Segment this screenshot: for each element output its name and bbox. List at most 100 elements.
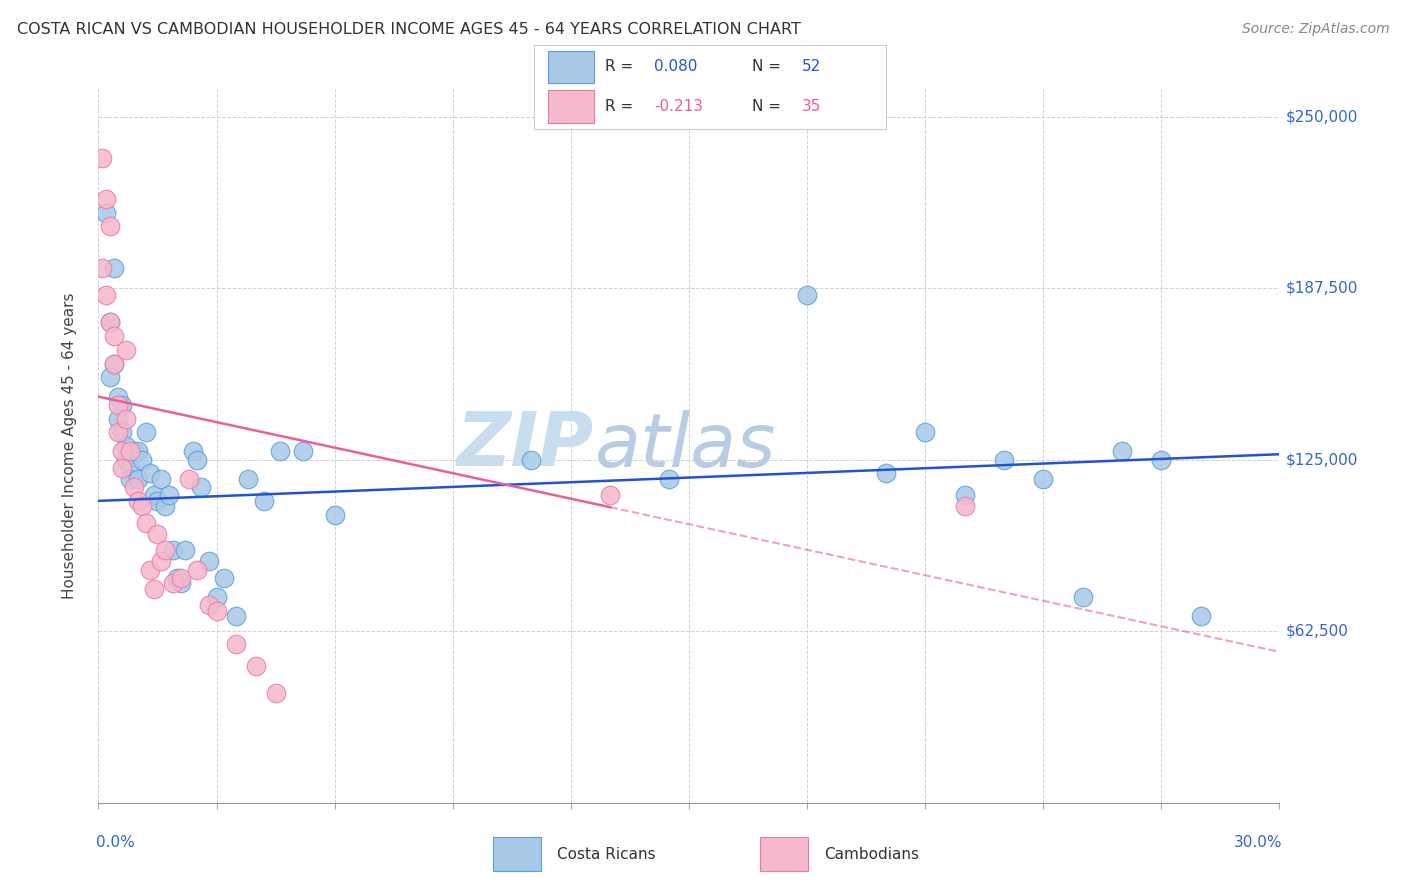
Point: [174, 543, 197, 558]
Point: [875, 467, 897, 481]
Text: N =: N =: [752, 99, 786, 114]
Point: [269, 444, 291, 458]
Point: [98, 316, 121, 330]
Point: [166, 571, 188, 585]
Point: [103, 357, 125, 371]
Point: [115, 452, 138, 467]
Text: R =: R =: [605, 59, 638, 74]
Text: N =: N =: [752, 59, 786, 74]
Text: $125,000: $125,000: [1285, 452, 1358, 467]
Point: [150, 554, 173, 568]
Point: [96, 192, 118, 206]
Point: [107, 390, 129, 404]
Point: [1071, 590, 1094, 604]
Point: [111, 398, 134, 412]
Text: $187,500: $187,500: [1285, 281, 1358, 295]
Point: [292, 444, 315, 458]
Point: [186, 452, 208, 467]
Point: [96, 205, 118, 219]
Point: [107, 398, 129, 412]
Point: [127, 494, 149, 508]
Point: [127, 444, 149, 458]
Text: atlas: atlas: [595, 410, 776, 482]
Text: 52: 52: [801, 59, 821, 74]
Text: 0.080: 0.080: [654, 59, 697, 74]
Point: [146, 494, 169, 508]
Point: [122, 480, 145, 494]
Text: COSTA RICAN VS CAMBODIAN HOUSEHOLDER INCOME AGES 45 - 64 YEARS CORRELATION CHART: COSTA RICAN VS CAMBODIAN HOUSEHOLDER INC…: [17, 22, 801, 37]
Y-axis label: Householder Income Ages 45 - 64 years: Householder Income Ages 45 - 64 years: [62, 293, 77, 599]
Point: [1189, 609, 1212, 624]
Point: [150, 472, 173, 486]
Point: [111, 461, 134, 475]
Bar: [548, 51, 593, 83]
Point: [118, 472, 141, 486]
Point: [1111, 444, 1133, 458]
Point: [103, 329, 125, 343]
Text: $250,000: $250,000: [1285, 109, 1358, 124]
Point: [115, 439, 138, 453]
Point: [953, 488, 976, 502]
Point: [953, 500, 976, 514]
Text: $62,500: $62,500: [1285, 624, 1348, 639]
Text: ZIP: ZIP: [457, 409, 595, 483]
Point: [993, 452, 1015, 467]
Point: [146, 526, 169, 541]
Text: 0.0%: 0.0%: [96, 835, 135, 850]
Point: [115, 411, 138, 425]
Point: [138, 562, 160, 576]
Bar: [492, 837, 541, 871]
Point: [98, 219, 121, 234]
Point: [1032, 472, 1054, 486]
Point: [162, 543, 184, 558]
Point: [162, 576, 184, 591]
Point: [170, 571, 193, 585]
Point: [264, 686, 287, 700]
Point: [131, 452, 153, 467]
Point: [118, 444, 141, 458]
Point: [796, 288, 818, 302]
Point: [103, 260, 125, 275]
Point: [91, 260, 114, 275]
Point: [155, 543, 177, 558]
Point: [205, 590, 228, 604]
Point: [236, 472, 259, 486]
Point: [520, 452, 543, 467]
Point: [658, 472, 681, 486]
Point: [225, 637, 247, 651]
Point: [1150, 452, 1173, 467]
Point: [205, 604, 228, 618]
Point: [142, 488, 165, 502]
Point: [214, 571, 236, 585]
Point: [186, 562, 208, 576]
Point: [135, 425, 157, 440]
Point: [98, 370, 121, 384]
Point: [323, 508, 346, 522]
Point: [914, 425, 936, 440]
Point: [103, 357, 125, 371]
Point: [98, 316, 121, 330]
Point: [107, 425, 129, 440]
Point: [91, 151, 114, 165]
Point: [599, 488, 621, 502]
Point: [107, 411, 129, 425]
Point: [181, 444, 204, 458]
Text: Costa Ricans: Costa Ricans: [557, 847, 655, 862]
Bar: [759, 837, 808, 871]
Text: Source: ZipAtlas.com: Source: ZipAtlas.com: [1241, 22, 1389, 37]
Text: 30.0%: 30.0%: [1233, 835, 1282, 850]
Text: Cambodians: Cambodians: [824, 847, 920, 862]
Point: [197, 598, 219, 612]
Point: [245, 658, 267, 673]
Point: [115, 343, 138, 357]
Point: [197, 554, 219, 568]
Point: [111, 425, 134, 440]
Point: [170, 576, 193, 591]
Point: [155, 500, 177, 514]
Point: [127, 472, 149, 486]
Text: 35: 35: [801, 99, 821, 114]
Point: [122, 444, 145, 458]
Point: [131, 500, 153, 514]
Point: [253, 494, 276, 508]
Point: [135, 516, 157, 530]
